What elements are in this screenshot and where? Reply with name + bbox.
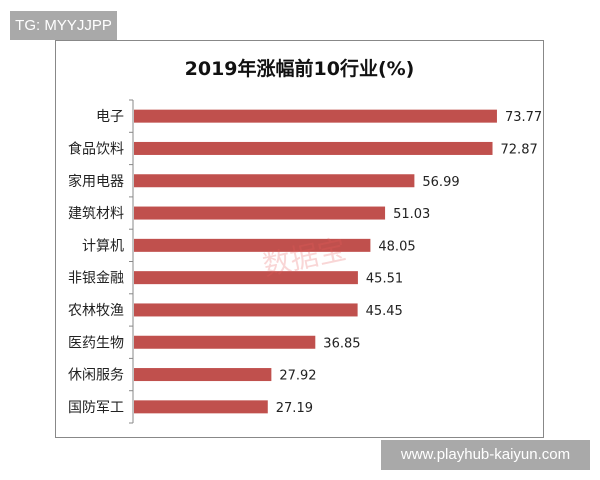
category-label: 电子 — [96, 109, 124, 125]
data-label: 73.77 — [505, 110, 542, 125]
bar — [134, 141, 493, 155]
bar — [134, 400, 268, 414]
category-label: 建筑材料 — [68, 206, 124, 222]
bar — [134, 335, 316, 349]
bar — [134, 174, 415, 188]
data-label: 36.85 — [323, 336, 360, 351]
data-label: 45.51 — [366, 272, 403, 287]
chart-title: 2019年涨幅前10行业(%) — [184, 58, 415, 80]
category-label: 休闲服务 — [68, 368, 124, 384]
category-label: 食品饮料 — [68, 140, 124, 157]
category-label: 医药生物 — [68, 335, 124, 351]
category-label: 农林牧渔 — [68, 303, 124, 319]
bar — [134, 238, 371, 252]
data-label: 27.92 — [279, 369, 316, 384]
data-label: 72.87 — [501, 142, 538, 157]
data-label: 48.05 — [378, 239, 415, 254]
tg-badge: TG: MYYJJPP — [10, 11, 117, 40]
bar — [134, 368, 272, 382]
data-label: 27.19 — [276, 401, 313, 416]
category-label: 计算机 — [82, 238, 124, 254]
bar — [134, 303, 358, 317]
data-label: 45.45 — [366, 304, 403, 319]
category-label: 家用电器 — [68, 173, 124, 190]
url-badge: www.playhub-kaiyun.com — [381, 440, 590, 470]
bar — [134, 206, 386, 220]
data-label: 51.03 — [393, 207, 430, 222]
data-label: 56.99 — [422, 175, 459, 190]
bar — [134, 271, 358, 285]
category-label: 国防军工 — [68, 400, 124, 416]
category-label: 非银金融 — [68, 271, 124, 287]
bar — [134, 109, 497, 123]
